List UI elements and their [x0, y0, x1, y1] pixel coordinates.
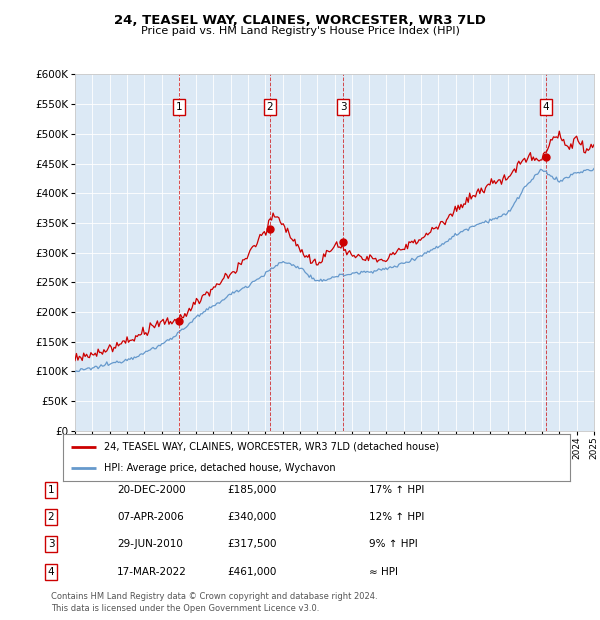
Text: 24, TEASEL WAY, CLAINES, WORCESTER, WR3 7LD (detached house): 24, TEASEL WAY, CLAINES, WORCESTER, WR3 … — [104, 441, 439, 451]
Text: HPI: Average price, detached house, Wychavon: HPI: Average price, detached house, Wych… — [104, 463, 335, 473]
Text: 29-JUN-2010: 29-JUN-2010 — [117, 539, 183, 549]
Text: 4: 4 — [542, 102, 549, 112]
Text: £461,000: £461,000 — [227, 567, 277, 577]
Text: 2: 2 — [266, 102, 273, 112]
Text: Price paid vs. HM Land Registry's House Price Index (HPI): Price paid vs. HM Land Registry's House … — [140, 26, 460, 36]
Text: 1: 1 — [175, 102, 182, 112]
Text: £340,000: £340,000 — [227, 512, 277, 522]
Text: £185,000: £185,000 — [227, 485, 277, 495]
Text: 9% ↑ HPI: 9% ↑ HPI — [369, 539, 418, 549]
Text: 4: 4 — [47, 567, 55, 577]
Text: 07-APR-2006: 07-APR-2006 — [117, 512, 184, 522]
Text: £317,500: £317,500 — [227, 539, 277, 549]
Text: 20-DEC-2000: 20-DEC-2000 — [117, 485, 185, 495]
Text: ≈ HPI: ≈ HPI — [369, 567, 398, 577]
Text: Contains HM Land Registry data © Crown copyright and database right 2024.
This d: Contains HM Land Registry data © Crown c… — [51, 591, 377, 613]
Text: 1: 1 — [47, 485, 55, 495]
Text: 12% ↑ HPI: 12% ↑ HPI — [369, 512, 424, 522]
Text: 17-MAR-2022: 17-MAR-2022 — [117, 567, 187, 577]
Text: 3: 3 — [340, 102, 346, 112]
Text: 24, TEASEL WAY, CLAINES, WORCESTER, WR3 7LD: 24, TEASEL WAY, CLAINES, WORCESTER, WR3 … — [114, 14, 486, 27]
Text: 3: 3 — [47, 539, 55, 549]
Text: 17% ↑ HPI: 17% ↑ HPI — [369, 485, 424, 495]
Text: 2: 2 — [47, 512, 55, 522]
